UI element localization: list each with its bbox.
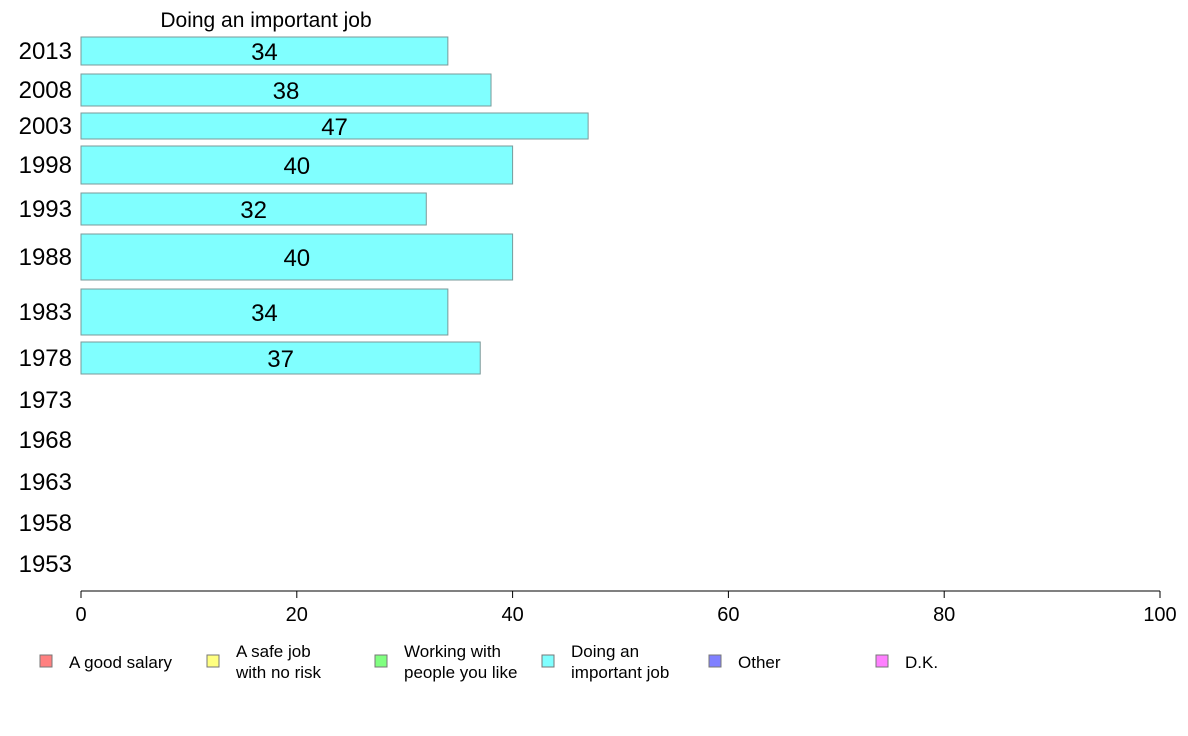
x-tick-label: 40	[501, 604, 523, 626]
legend-swatch	[541, 654, 555, 668]
bar	[80, 73, 492, 107]
data-label: 40	[283, 245, 310, 272]
x-axis: 0 20 40 60 80 100	[75, 590, 1177, 626]
data-label: 32	[240, 197, 267, 224]
bar	[80, 288, 449, 336]
bar	[80, 341, 481, 375]
y-tick-label: 1988	[19, 244, 72, 271]
data-label: 40	[283, 153, 310, 180]
y-tick-label: 2003	[19, 113, 72, 140]
y-tick-label: 2013	[19, 38, 72, 65]
y-tick-label: 1963	[19, 469, 72, 496]
data-label: 34	[251, 300, 278, 327]
bar	[80, 145, 514, 185]
x-tick-label: 60	[717, 604, 739, 626]
x-tick-label: 20	[286, 604, 308, 626]
legend-swatch	[875, 654, 889, 668]
y-tick-label: 1978	[19, 345, 72, 372]
legend-label: A good salary	[69, 653, 173, 672]
data-label: 34	[251, 39, 278, 66]
x-tick-label: 0	[75, 604, 86, 626]
bar	[80, 112, 589, 140]
legend-label: important job	[571, 663, 669, 682]
y-tick-label: 1998	[19, 152, 72, 179]
bar	[80, 36, 449, 66]
y-tick-label: 1968	[19, 427, 72, 454]
legend-swatch	[708, 654, 722, 668]
legend-label: people you like	[404, 663, 517, 682]
legend-label: with no risk	[235, 663, 322, 682]
legend-label: Doing an	[571, 642, 639, 661]
y-tick-label: 1983	[19, 299, 72, 326]
y-tick-label: 1973	[19, 387, 72, 414]
legend-label: Working with	[404, 642, 501, 661]
y-tick-label: 2008	[19, 77, 72, 104]
chart-title: Doing an important job	[160, 9, 371, 32]
bar	[80, 192, 427, 226]
data-label: 38	[273, 78, 300, 105]
data-label: 37	[267, 346, 294, 373]
legend-label: D.K.	[905, 653, 938, 672]
y-tick-label: 1953	[19, 551, 72, 578]
legend-swatch	[206, 654, 220, 668]
bar	[80, 233, 514, 281]
legend-swatch	[374, 654, 388, 668]
y-tick-label: 1993	[19, 196, 72, 223]
legend: A good salary A safe job with no risk Worki…	[39, 642, 938, 682]
data-label: 47	[321, 114, 348, 141]
x-tick-label: 80	[933, 604, 955, 626]
legend-label: A safe job	[236, 642, 311, 661]
legend-swatch	[39, 654, 53, 668]
legend-label: Other	[738, 653, 781, 672]
bars-group: 2013 34 2008 38 2003 47 1998 40 1993 32 1988 40 1983…	[19, 36, 589, 578]
x-tick-label: 100	[1143, 604, 1176, 626]
y-tick-label: 1958	[19, 510, 72, 537]
